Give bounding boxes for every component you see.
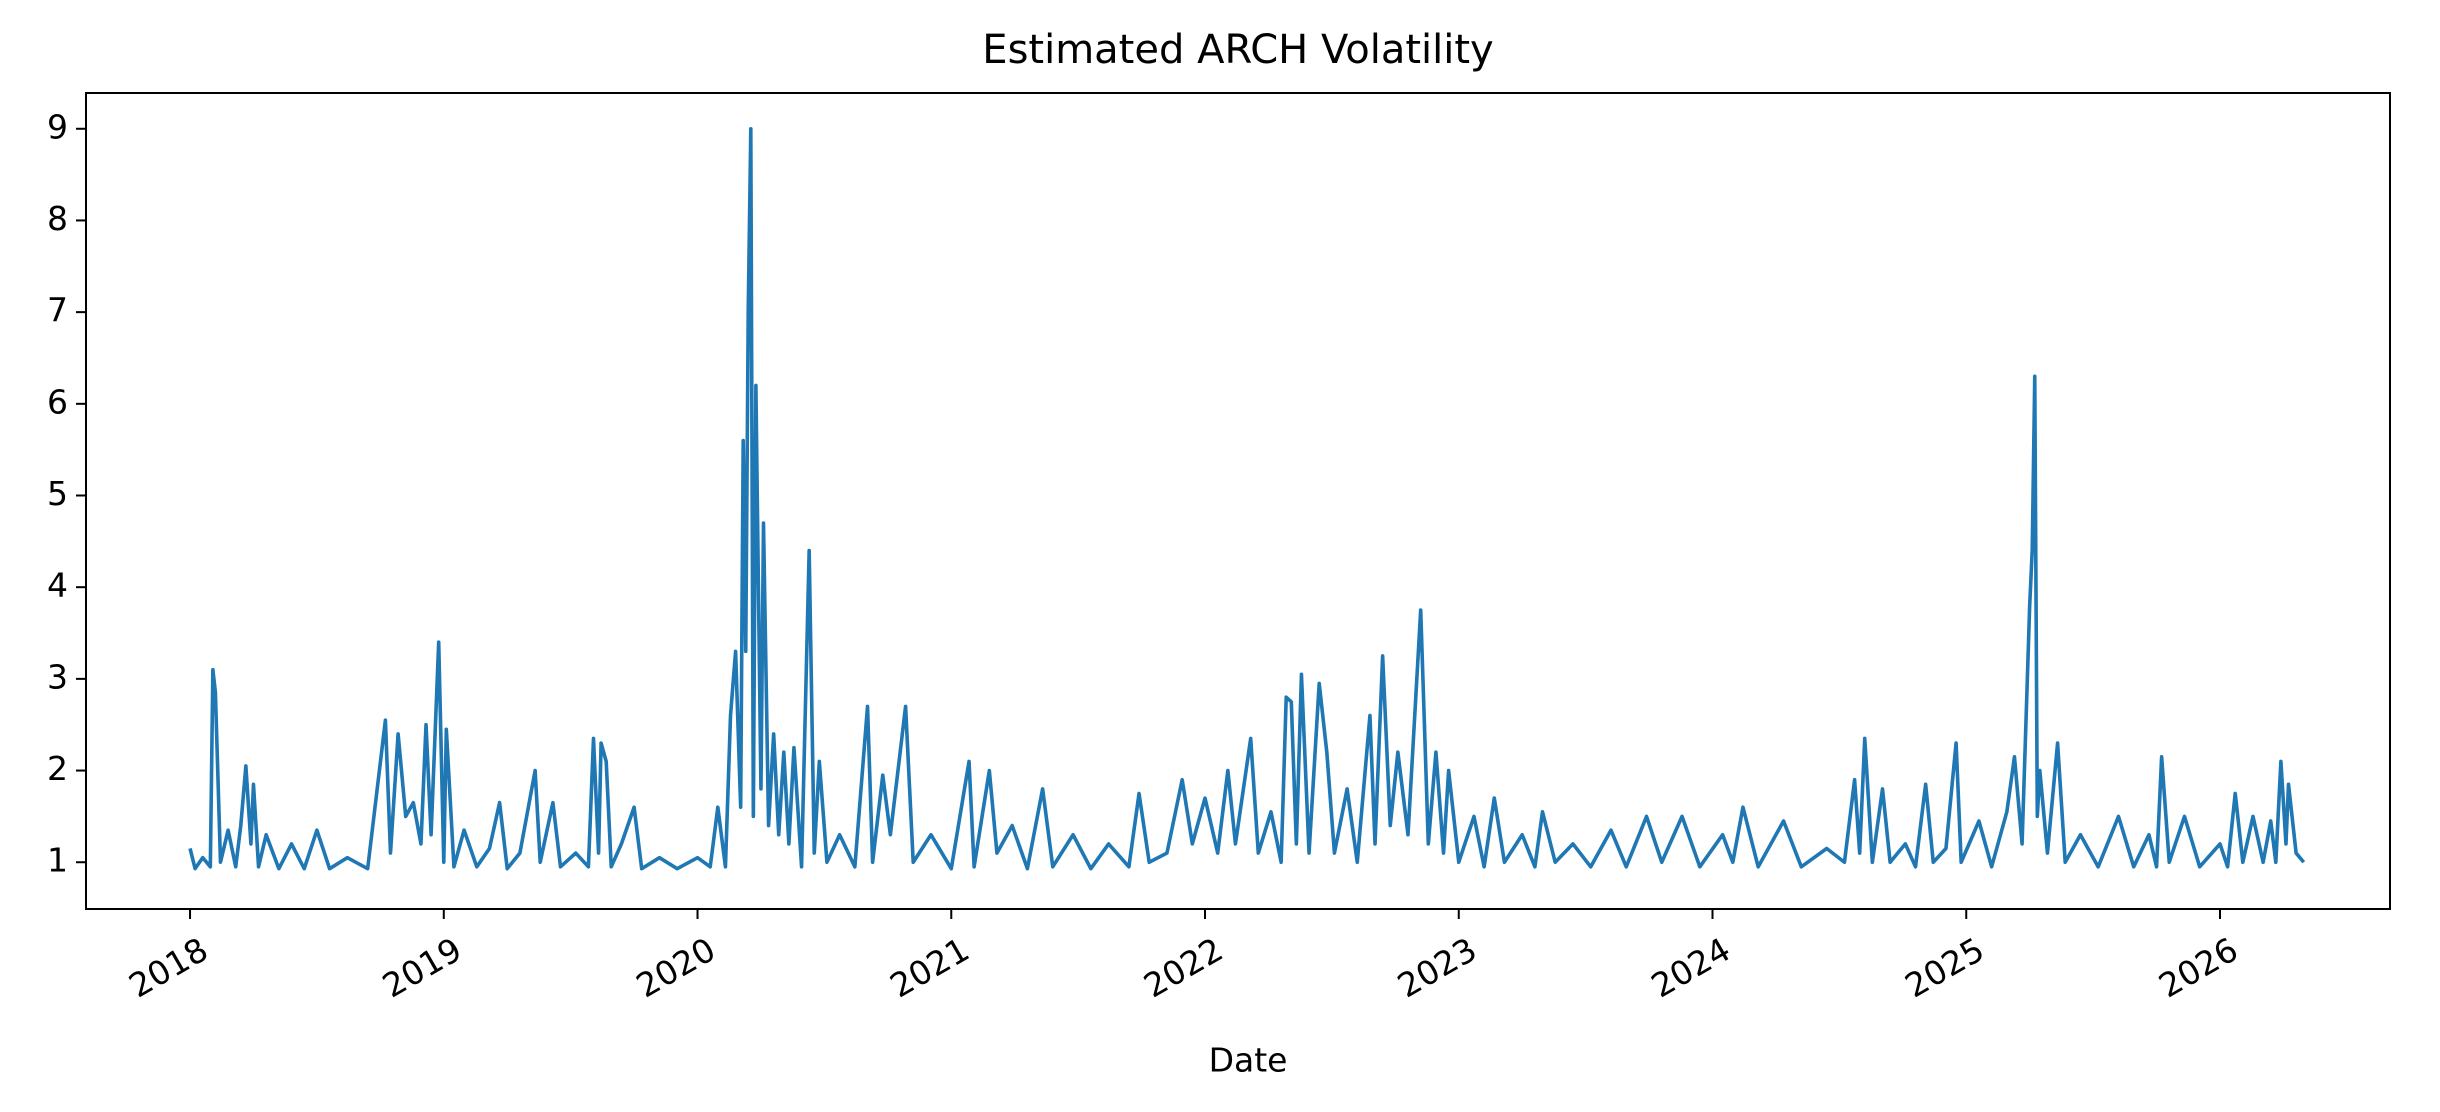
- y-tick-label: 1: [47, 841, 68, 880]
- x-axis-label: Date: [1209, 1041, 1288, 1080]
- y-tick-label: 3: [47, 657, 68, 696]
- y-tick-label: 4: [47, 566, 68, 605]
- y-tick-label: 9: [47, 107, 68, 146]
- chart-title: Estimated ARCH Volatility: [982, 27, 1493, 73]
- y-tick-label: 8: [47, 199, 68, 238]
- y-tick-label: 7: [47, 291, 68, 330]
- y-tick-label: 6: [47, 382, 68, 421]
- volatility-line: [188, 126, 2306, 871]
- y-tick-label: 5: [47, 474, 68, 513]
- plot-frame: [85, 92, 2391, 910]
- y-tick-label: 2: [47, 749, 68, 788]
